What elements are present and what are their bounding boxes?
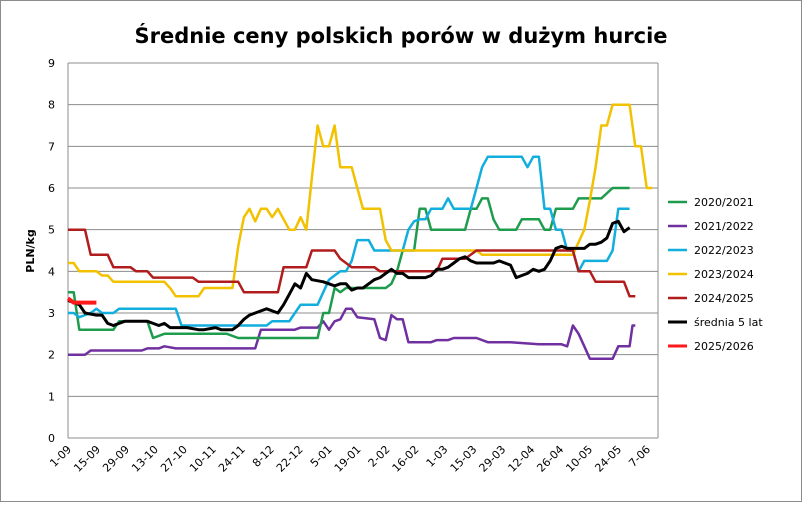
chart-title: Średnie ceny polskich porów w dużym hurc… <box>134 23 667 48</box>
x-tick-label: 10-05 <box>563 443 595 475</box>
y-tick-label: 6 <box>48 182 55 195</box>
series-line <box>68 155 630 327</box>
x-tick-label: 22-12 <box>274 443 306 475</box>
plot-area <box>67 63 659 438</box>
y-tick-label: 4 <box>48 265 55 278</box>
x-tick-label: 5-01 <box>308 443 335 470</box>
x-tick-label: 26-04 <box>534 443 566 475</box>
x-tick-label: 24-05 <box>592 443 624 475</box>
series-line <box>67 219 631 332</box>
x-tick-label: 13-10 <box>129 443 161 475</box>
series-line <box>68 307 636 361</box>
legend-label: 2022/2023 <box>694 244 754 257</box>
x-tick-label: 29-09 <box>100 443 132 475</box>
y-tick-label: 5 <box>48 224 55 237</box>
y-tick-label: 1 <box>48 390 55 403</box>
legend: 2020/2021 2021/2022 2022/2023 2023/2024 2024… <box>668 196 763 353</box>
x-tick-label: 2-02 <box>366 443 393 470</box>
legend-label: 2025/2026 <box>694 340 754 353</box>
legend-label: 2020/2021 <box>694 196 754 209</box>
x-tick-label: 19-01 <box>332 443 364 475</box>
x-tick-label: 27-10 <box>158 443 190 475</box>
legend-label: średnia 5 lat <box>694 316 763 329</box>
y-tick-label: 9 <box>48 57 55 70</box>
x-tick-label: 8-12 <box>250 443 277 470</box>
x-tick-label: 16-02 <box>390 443 422 475</box>
series-line <box>68 186 630 340</box>
series-line <box>66 296 97 305</box>
series-line <box>68 228 636 298</box>
series-lines <box>66 103 653 361</box>
legend-label: 2023/2024 <box>694 268 754 281</box>
y-tick-label: 2 <box>48 349 55 362</box>
x-tick-label: 29-03 <box>477 443 509 475</box>
series-line <box>68 103 653 298</box>
x-tick-label: 1-09 <box>47 443 74 470</box>
y-tick-label: 8 <box>48 99 55 112</box>
x-tick-label: 15-09 <box>71 443 103 475</box>
x-tick-label: 7-06 <box>626 443 653 470</box>
x-tick-label: 12-04 <box>506 443 538 475</box>
y-axis-label: PLN/kg <box>24 229 37 272</box>
grid-lines <box>68 62 658 439</box>
x-tick-label: 24-11 <box>216 443 248 475</box>
y-axis-ticks: 0 1 2 3 4 5 6 7 8 9 <box>48 57 55 445</box>
legend-label: 2021/2022 <box>694 220 754 233</box>
x-tick-label: 15-03 <box>448 443 480 475</box>
x-tick-label: 1-03 <box>424 443 451 470</box>
y-tick-label: 7 <box>48 140 55 153</box>
legend-label: 2024/2025 <box>694 292 754 305</box>
y-tick-label: 0 <box>48 432 55 445</box>
x-tick-label: 10-11 <box>187 443 219 475</box>
y-tick-label: 3 <box>48 307 55 320</box>
